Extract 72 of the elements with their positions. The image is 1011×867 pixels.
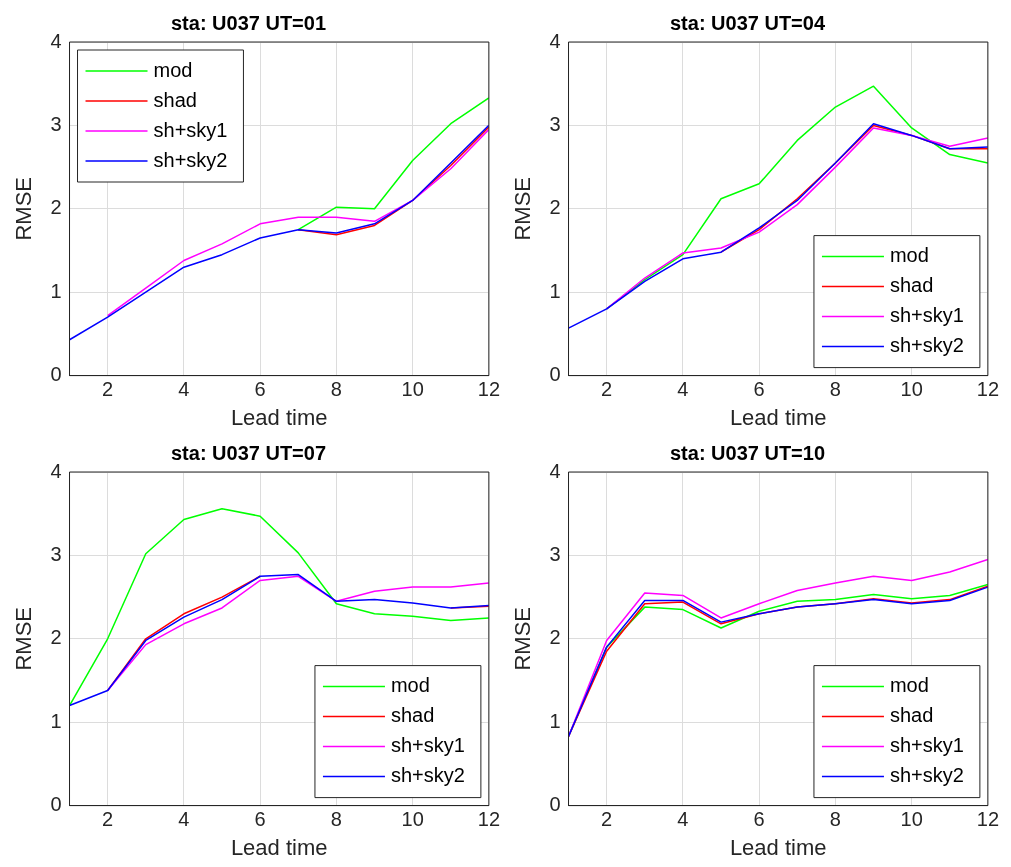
y-tick-label: 4 xyxy=(50,29,62,52)
x-tick-label: 12 xyxy=(976,808,999,831)
x-tick-label: 10 xyxy=(401,378,424,401)
y-axis-title: RMSE xyxy=(510,177,536,241)
y-tick-label: 3 xyxy=(549,542,561,565)
y-tick-label: 0 xyxy=(549,793,561,816)
x-tick-label: 10 xyxy=(401,808,424,831)
x-tick-label: 8 xyxy=(829,808,841,831)
chart-title: sta: U037 UT=07 xyxy=(170,441,327,464)
y-tick-label: 1 xyxy=(50,279,62,302)
y-tick-label: 1 xyxy=(549,279,561,302)
x-tick-label: 2 xyxy=(601,808,613,831)
legend-label: sh+sky1 xyxy=(390,734,465,757)
legend-label: mod xyxy=(153,58,193,81)
legend-label: mod xyxy=(889,244,929,267)
y-tick-label: 2 xyxy=(549,196,561,219)
legend-label: sh+sky2 xyxy=(153,148,228,171)
legend-label: sh+sky1 xyxy=(153,118,228,141)
y-tick-label: 1 xyxy=(549,709,561,732)
legend-label: sh+sky2 xyxy=(889,764,964,787)
x-tick-label: 6 xyxy=(753,808,765,831)
x-tick-label: 2 xyxy=(102,808,114,831)
legend-label: shad xyxy=(889,704,934,727)
y-axis-title: RMSE xyxy=(11,177,37,241)
x-axis-title: Lead time xyxy=(729,404,827,430)
legend-label: mod xyxy=(889,674,929,697)
x-axis-title: Lead time xyxy=(729,834,827,860)
y-axis-title: RMSE xyxy=(510,607,536,671)
y-tick-label: 2 xyxy=(549,626,561,649)
y-tick-label: 4 xyxy=(549,459,561,482)
y-tick-label: 1 xyxy=(50,709,62,732)
x-tick-label: 8 xyxy=(330,378,342,401)
y-tick-label: 3 xyxy=(50,112,62,135)
y-tick-label: 2 xyxy=(50,196,62,219)
x-axis-title: Lead time xyxy=(230,834,328,860)
y-tick-label: 3 xyxy=(50,542,62,565)
x-axis-title: Lead time xyxy=(230,404,328,430)
y-tick-label: 0 xyxy=(50,793,62,816)
y-axis-title: RMSE xyxy=(11,607,37,671)
legend-label: shad xyxy=(153,88,197,111)
x-tick-label: 12 xyxy=(477,808,500,831)
legend-label: mod xyxy=(390,674,430,697)
x-tick-label: 4 xyxy=(178,378,190,401)
x-tick-label: 2 xyxy=(601,378,613,401)
chart-title: sta: U037 UT=04 xyxy=(669,11,826,34)
x-tick-label: 6 xyxy=(254,378,266,401)
y-tick-label: 0 xyxy=(50,363,62,386)
y-tick-label: 4 xyxy=(50,459,62,482)
x-tick-label: 6 xyxy=(753,378,765,401)
x-tick-label: 4 xyxy=(178,808,190,831)
y-tick-label: 2 xyxy=(50,626,62,649)
x-tick-label: 10 xyxy=(900,808,923,831)
legend-label: sh+sky1 xyxy=(889,734,964,757)
chart-title: sta: U037 UT=01 xyxy=(170,11,327,34)
x-tick-label: 2 xyxy=(102,378,114,401)
y-tick-label: 4 xyxy=(549,29,561,52)
legend-label: sh+sky2 xyxy=(889,334,964,357)
x-tick-label: 4 xyxy=(677,808,689,831)
legend-label: sh+sky1 xyxy=(889,304,964,327)
x-tick-label: 12 xyxy=(477,378,500,401)
x-tick-label: 10 xyxy=(900,378,923,401)
x-tick-label: 6 xyxy=(254,808,266,831)
y-tick-label: 0 xyxy=(549,363,561,386)
x-tick-label: 8 xyxy=(330,808,342,831)
x-tick-label: 12 xyxy=(976,378,999,401)
legend-label: sh+sky2 xyxy=(390,764,465,787)
legend-label: shad xyxy=(889,274,934,297)
legend-label: shad xyxy=(390,704,435,727)
x-tick-label: 8 xyxy=(829,378,841,401)
y-tick-label: 3 xyxy=(549,112,561,135)
chart-title: sta: U037 UT=10 xyxy=(669,441,826,464)
x-tick-label: 4 xyxy=(677,378,689,401)
